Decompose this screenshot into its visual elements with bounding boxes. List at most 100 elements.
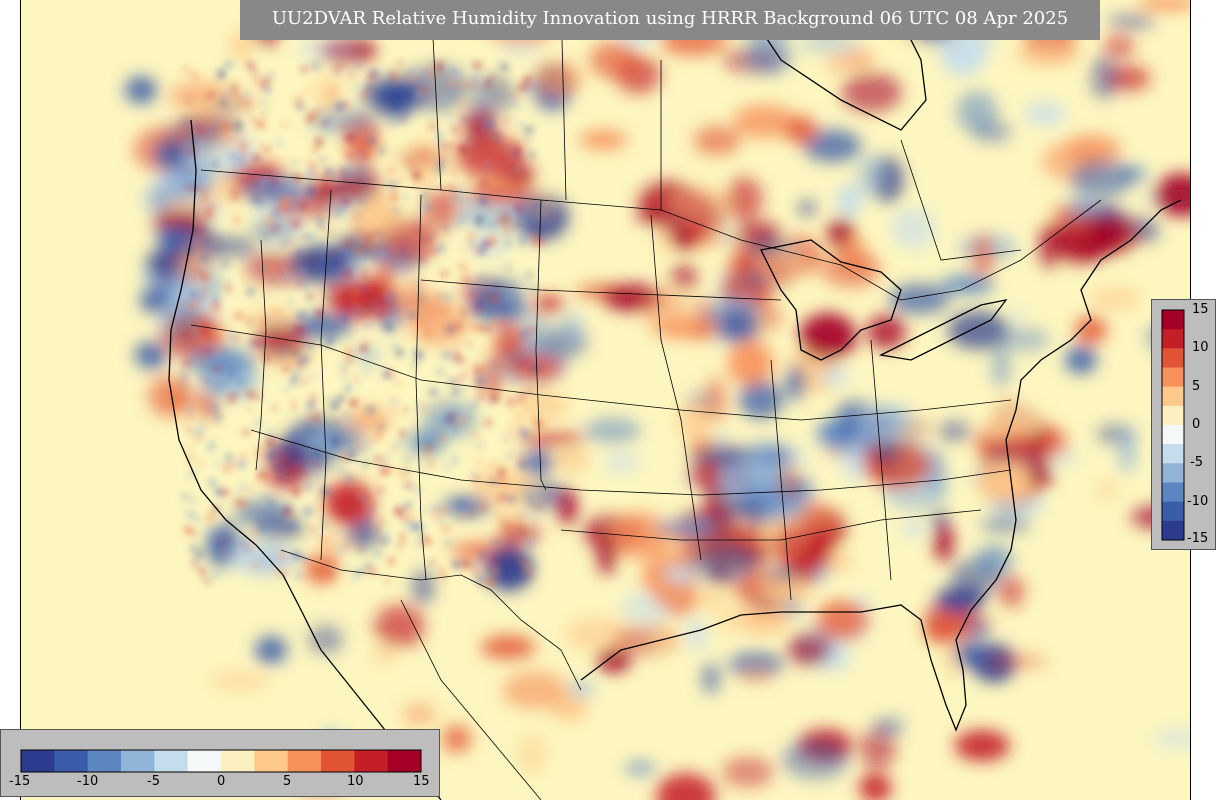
terrain-speckle	[497, 172, 502, 179]
innovation-blob	[397, 284, 427, 301]
pacific-coastline	[168, 119, 322, 651]
terrain-speckle	[262, 112, 265, 116]
innovation-blob	[1005, 428, 1033, 472]
terrain-speckle	[521, 530, 524, 534]
humidity-innovation-map	[20, 0, 1191, 800]
colorbar-tick-label: -5	[147, 774, 160, 789]
terrain-speckle	[347, 355, 351, 363]
terrain-speckle	[352, 302, 359, 305]
terrain-speckle	[314, 168, 317, 175]
innovation-blob	[519, 432, 586, 447]
terrain-speckle	[533, 202, 539, 207]
terrain-speckle	[392, 400, 397, 404]
terrain-speckle	[469, 233, 473, 241]
terrain-speckle	[325, 338, 333, 345]
terrain-speckle	[301, 67, 308, 71]
terrain-speckle	[347, 252, 351, 256]
terrain-speckle	[485, 119, 493, 127]
terrain-speckle	[312, 186, 316, 192]
terrain-speckle	[289, 298, 294, 305]
innovation-blob	[1137, 0, 1190, 11]
terrain-speckle	[259, 341, 263, 349]
terrain-speckle	[498, 515, 503, 522]
state-border-1	[255, 239, 267, 471]
terrain-speckle	[307, 113, 315, 121]
terrain-speckle	[527, 389, 534, 393]
terrain-speckle	[467, 345, 471, 349]
terrain-speckle	[297, 100, 300, 107]
terrain-speckle	[238, 380, 242, 384]
innovation-blob	[991, 342, 1011, 389]
map-title: UU2DVAR Relative Humidity Innovation usi…	[240, 0, 1100, 40]
terrain-speckle	[241, 539, 247, 546]
terrain-speckle	[384, 456, 388, 460]
terrain-speckle	[209, 138, 212, 142]
terrain-speckle	[414, 488, 421, 493]
innovation-blob	[254, 321, 307, 359]
terrain-speckle	[497, 219, 505, 224]
terrain-speckle	[296, 280, 299, 286]
terrain-speckle	[519, 525, 523, 531]
innovation-blob	[485, 545, 533, 591]
terrain-speckle	[198, 324, 202, 330]
terrain-speckle	[267, 243, 272, 249]
terrain-speckle	[343, 376, 346, 380]
innovation-blob	[744, 36, 792, 75]
terrain-speckle	[218, 70, 225, 78]
terrain-speckle	[375, 457, 380, 462]
terrain-speckle	[517, 362, 524, 365]
terrain-speckle	[187, 425, 190, 432]
terrain-speckle	[502, 334, 506, 341]
terrain-speckle	[424, 153, 427, 159]
innovation-blob	[363, 77, 425, 113]
terrain-speckle	[219, 382, 225, 386]
terrain-speckle	[182, 119, 188, 122]
innovation-blob	[234, 500, 291, 525]
terrain-speckle	[462, 198, 470, 201]
terrain-speckle	[452, 126, 455, 133]
terrain-speckle	[264, 146, 270, 153]
terrain-speckle	[278, 354, 282, 358]
terrain-speckle	[505, 229, 509, 235]
terrain-speckle	[482, 198, 486, 203]
terrain-speckle	[265, 527, 271, 533]
terrain-speckle	[524, 84, 528, 91]
terrain-speckle	[255, 339, 259, 346]
terrain-speckle	[323, 446, 329, 452]
terrain-speckle	[235, 313, 243, 319]
terrain-speckle	[203, 283, 206, 287]
terrain-speckle	[202, 359, 206, 365]
terrain-speckle	[234, 80, 237, 87]
terrain-speckle	[368, 511, 372, 517]
terrain-speckle	[198, 425, 204, 431]
offshore-observation-blob	[955, 641, 987, 669]
terrain-speckle	[184, 527, 191, 533]
innovation-blob	[866, 314, 907, 350]
terrain-speckle	[285, 508, 291, 515]
terrain-speckle	[350, 399, 357, 407]
terrain-speckle	[208, 202, 213, 206]
terrain-speckle	[366, 146, 369, 149]
terrain-speckle	[327, 571, 333, 576]
terrain-speckle	[425, 236, 429, 243]
terrain-speckle	[186, 394, 190, 399]
terrain-speckle	[395, 508, 403, 515]
terrain-speckle	[250, 355, 254, 360]
terrain-speckle	[475, 124, 480, 129]
terrain-speckle	[486, 370, 491, 374]
terrain-speckle	[377, 428, 381, 433]
terrain-speckle	[491, 482, 497, 486]
terrain-speckle	[455, 79, 459, 84]
terrain-speckle	[346, 152, 351, 157]
terrain-speckle	[234, 391, 240, 395]
colorbar-swatch	[287, 750, 322, 772]
terrain-speckle	[527, 188, 531, 192]
terrain-speckle	[397, 251, 400, 255]
terrain-speckle	[301, 282, 306, 287]
terrain-speckle	[437, 64, 443, 72]
terrain-speckle	[356, 265, 359, 269]
terrain-speckle	[305, 507, 312, 515]
terrain-speckle	[306, 343, 313, 349]
terrain-speckle	[245, 546, 250, 550]
terrain-speckle	[416, 281, 420, 285]
